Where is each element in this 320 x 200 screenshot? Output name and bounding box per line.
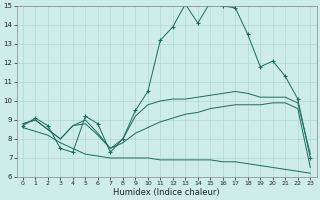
X-axis label: Humidex (Indice chaleur): Humidex (Indice chaleur) xyxy=(113,188,220,197)
